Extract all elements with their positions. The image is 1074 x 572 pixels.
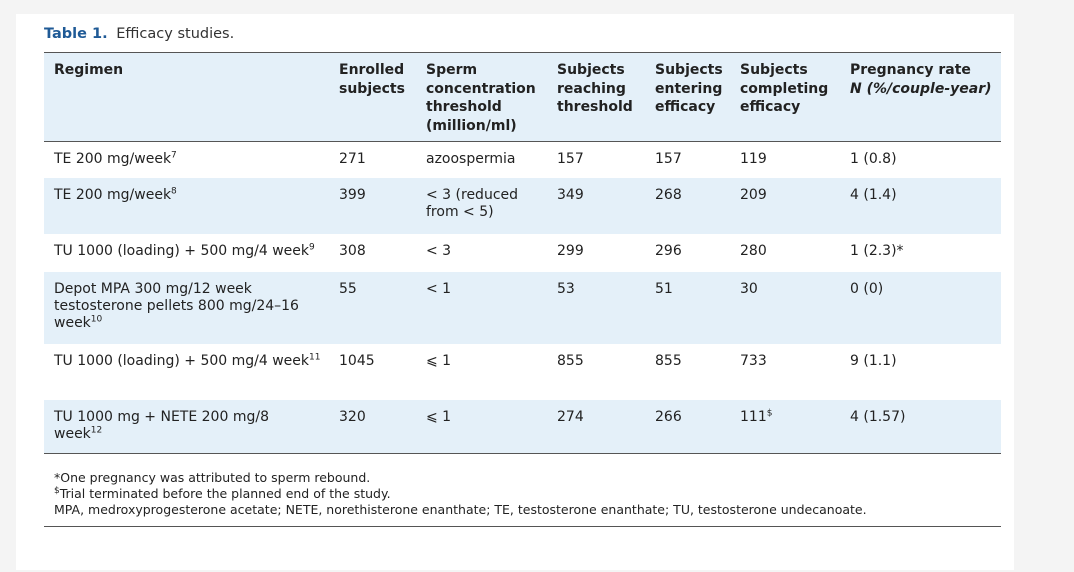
footnote-terminated: $Trial terminated before the planned end… <box>54 485 391 501</box>
col-header-pregnancy: Pregnancy rate N (%/couple-year) <box>850 62 992 97</box>
col-header-enrolled: Enrolled subjects <box>339 62 405 97</box>
table-row: TE 200 mg/week7 271 azoospermia 157 157 … <box>44 142 1001 178</box>
cell-regimen: Depot MPA 300 mg/12 week testosterone pe… <box>54 280 299 331</box>
cell-entering: 268 <box>655 186 682 203</box>
cell-pregnancy: 9 (1.1) <box>850 352 897 369</box>
cell-threshold: < 1 <box>426 280 452 297</box>
cell-reaching: 157 <box>557 151 584 167</box>
cell-completing: 111$ <box>740 407 773 425</box>
cell-completing: 30 <box>740 280 758 297</box>
col-header-entering: Subjects entering efficacy <box>655 62 723 115</box>
cell-pregnancy: 4 (1.4) <box>850 186 897 203</box>
cell-enrolled: 55 <box>339 280 357 297</box>
cell-enrolled: 1045 <box>339 352 375 369</box>
cell-pregnancy: 1 (0.8) <box>850 151 897 167</box>
cell-entering: 51 <box>655 280 673 297</box>
cell-threshold: azoospermia <box>426 151 516 167</box>
cell-reaching: 299 <box>557 242 584 259</box>
cell-regimen: TU 1000 (loading) + 500 mg/4 week9 <box>54 241 315 259</box>
col-header-threshold: Sperm concentration threshold (million/ml) <box>426 62 536 134</box>
cell-reaching: 855 <box>557 352 584 369</box>
col-header-completing: Subjects completing efficacy <box>740 62 829 115</box>
caption-text: Efficacy studies. <box>116 26 235 42</box>
cell-enrolled: 320 <box>339 408 366 425</box>
cell-regimen: TU 1000 mg + NETE 200 mg/8 week12 <box>54 408 269 442</box>
footnote-abbreviations: MPA, medroxyprogesterone acetate; NETE, … <box>54 502 867 517</box>
cell-completing: 119 <box>740 151 767 167</box>
cell-completing: 209 <box>740 186 767 203</box>
col-header-reaching: Subjects reaching threshold <box>557 62 633 115</box>
cell-completing: 280 <box>740 242 767 259</box>
cell-enrolled: 308 <box>339 242 366 259</box>
table-row: TU 1000 (loading) + 500 mg/4 week9 308 <… <box>44 234 1001 272</box>
cell-entering: 157 <box>655 151 682 167</box>
table-row: TU 1000 mg + NETE 200 mg/8 week12 320 ⩽ … <box>44 399 1001 454</box>
cell-threshold: < 3 (reduced from < 5) <box>426 186 519 220</box>
table-row: TE 200 mg/week8 399 < 3 (reduced from < … <box>44 177 1001 234</box>
table-row: TU 1000 (loading) + 500 mg/4 week11 1045… <box>44 344 1001 400</box>
cell-regimen: TU 1000 (loading) + 500 mg/4 week11 <box>54 351 321 369</box>
cell-pregnancy: 0 (0) <box>850 280 884 297</box>
cell-reaching: 274 <box>557 408 584 425</box>
cell-reaching: 349 <box>557 186 584 203</box>
cell-regimen: TE 200 mg/week8 <box>54 185 177 203</box>
table-footnotes: *One pregnancy was attributed to sperm r… <box>44 470 1001 527</box>
cell-pregnancy: 1 (2.3)* <box>850 242 904 259</box>
table-caption: Table 1. Efficacy studies. <box>44 26 234 42</box>
cell-enrolled: 271 <box>339 151 366 167</box>
footnote-rebound: *One pregnancy was attributed to sperm r… <box>54 470 371 485</box>
cell-threshold: < 3 <box>426 242 452 259</box>
cell-reaching: 53 <box>557 280 575 297</box>
cell-threshold: ⩽ 1 <box>426 408 452 425</box>
efficacy-table: Regimen Enrolled subjects Sperm concentrat… <box>44 52 1001 454</box>
header-row: Regimen Enrolled subjects Sperm concentrat… <box>44 52 1001 142</box>
cell-entering: 855 <box>655 352 682 369</box>
cell-entering: 296 <box>655 242 682 259</box>
cell-regimen: TE 200 mg/week7 <box>54 150 177 167</box>
cell-entering: 266 <box>655 408 682 425</box>
cell-completing: 733 <box>740 352 767 369</box>
cell-pregnancy: 4 (1.57) <box>850 408 906 425</box>
cell-enrolled: 399 <box>339 186 366 203</box>
caption-label: Table 1. <box>44 26 108 42</box>
cell-threshold: ⩽ 1 <box>426 352 452 369</box>
table-row: Depot MPA 300 mg/12 week testosterone pe… <box>44 271 1001 344</box>
col-header-regimen: Regimen <box>54 62 124 78</box>
document-page: Table 1. Efficacy studies. Regimen Enrol… <box>16 14 1014 570</box>
